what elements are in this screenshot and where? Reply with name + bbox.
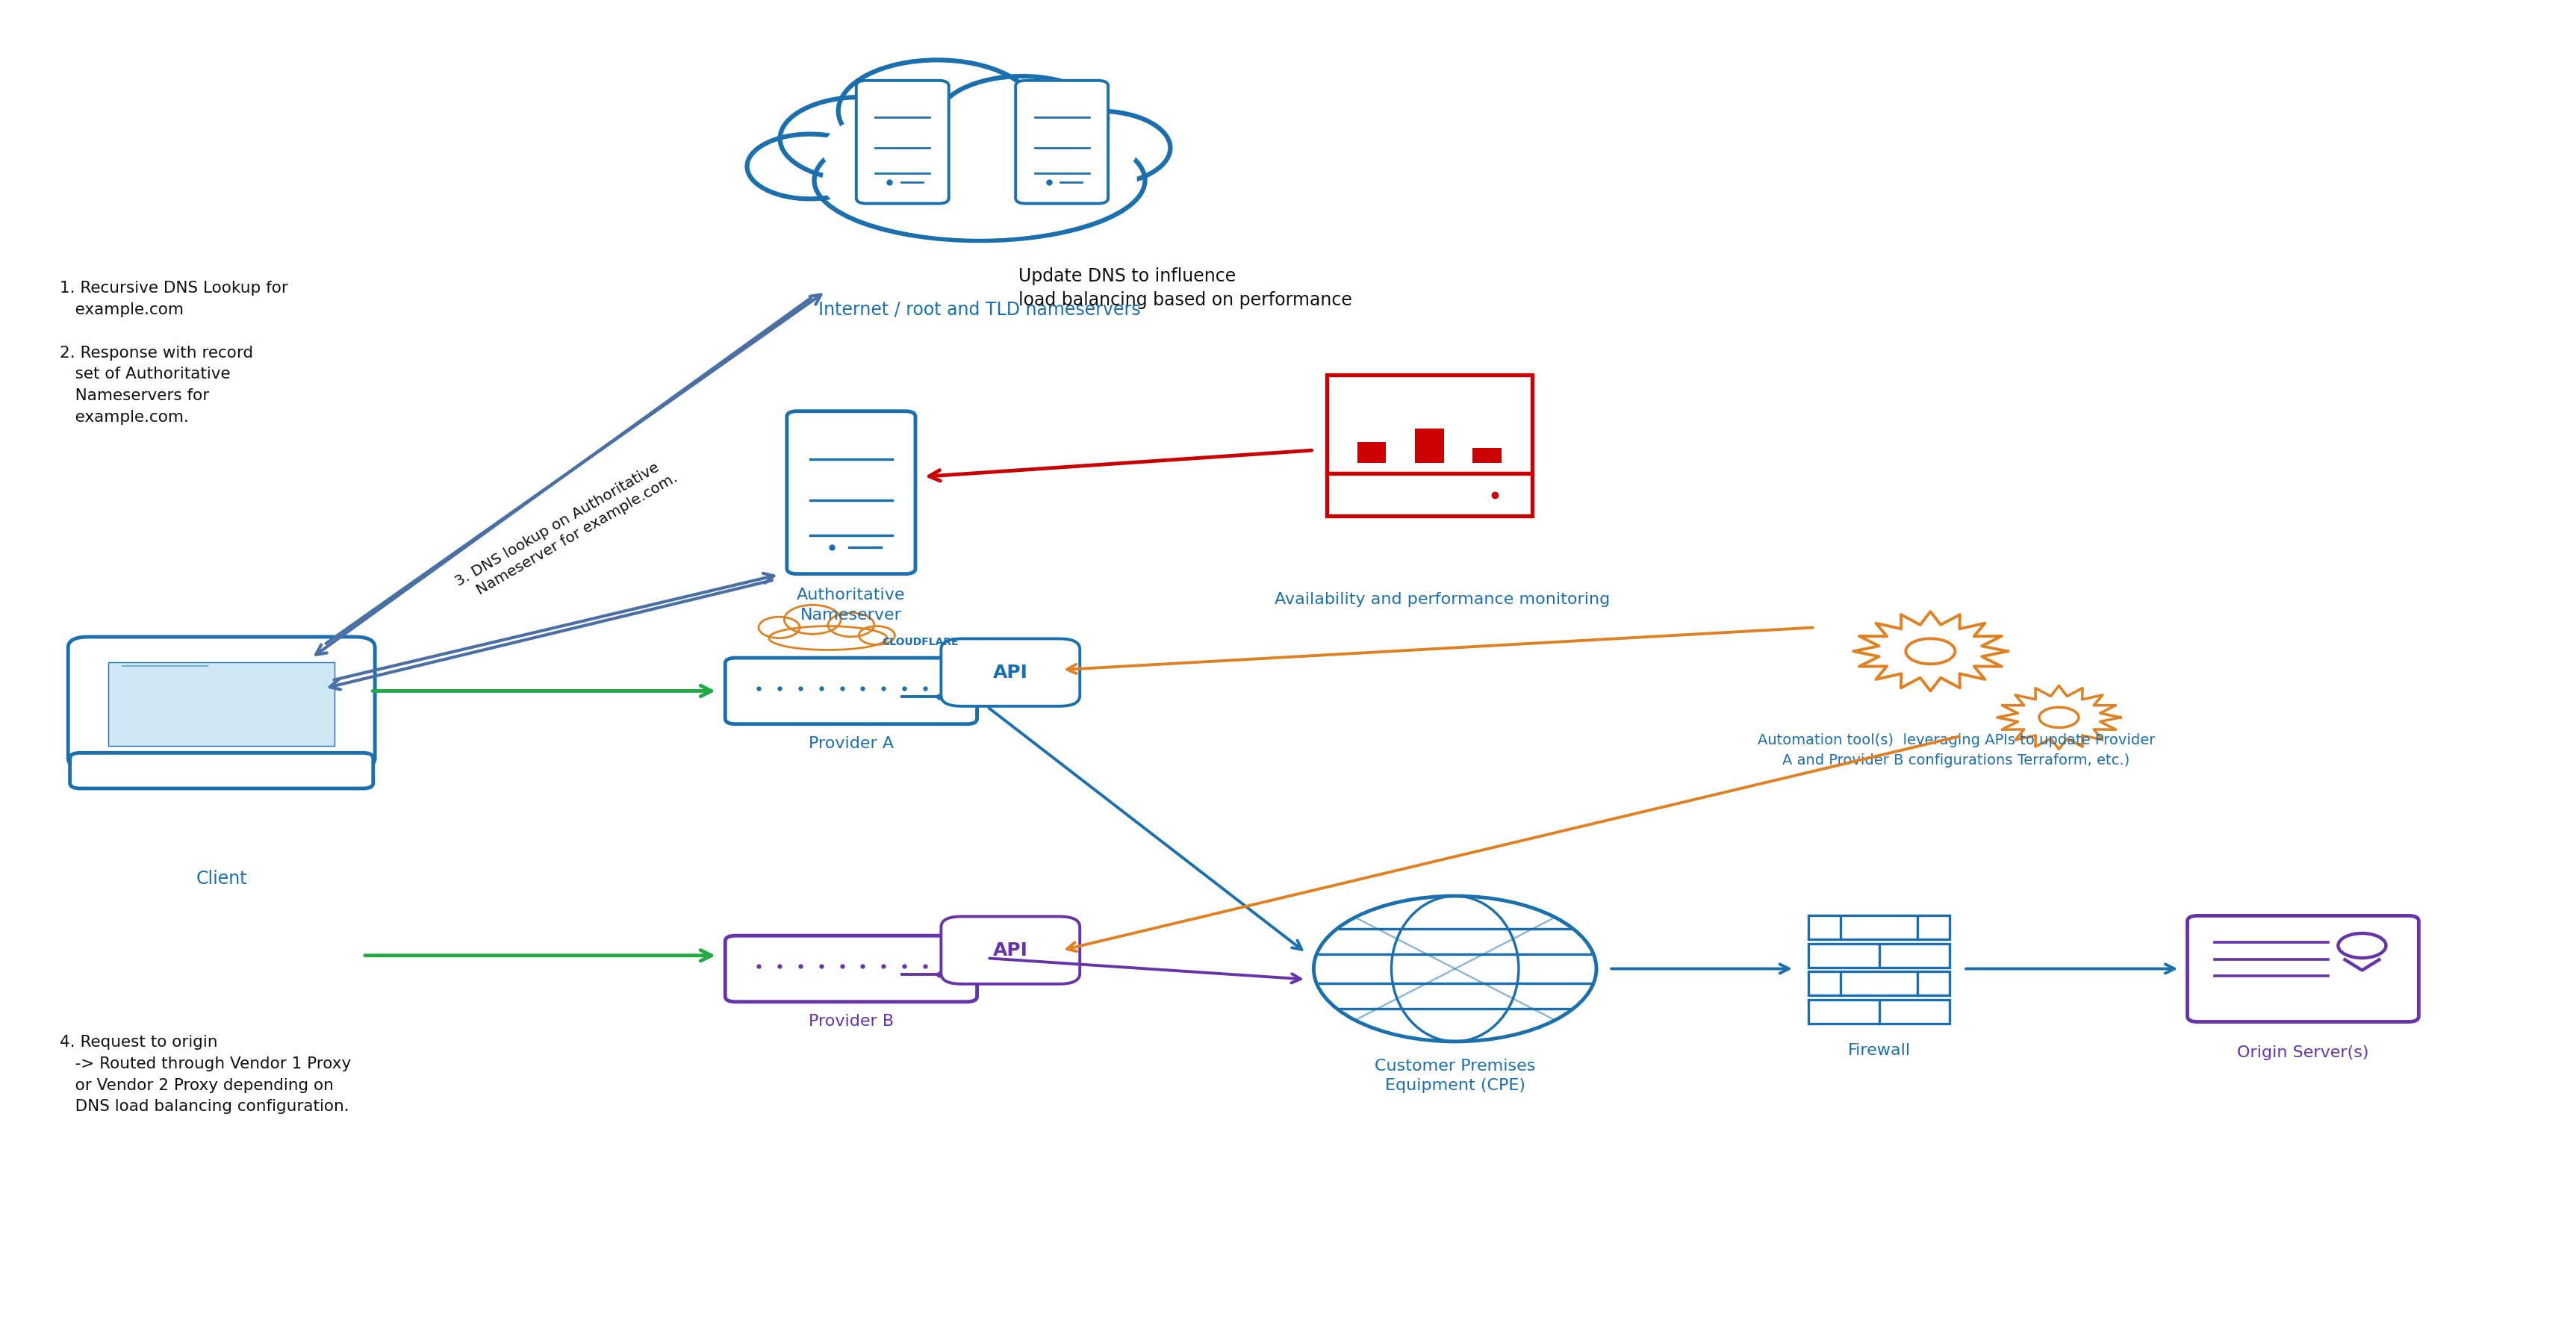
Text: CLOUDFLARE: CLOUDFLARE [881,637,958,647]
Text: API: API [992,663,1028,682]
Circle shape [747,134,873,199]
FancyBboxPatch shape [786,411,914,574]
Ellipse shape [814,120,1144,241]
Text: 1. Recursive DNS Lookup for
   example.com

2. Response with record
   set of Au: 1. Recursive DNS Lookup for example.com … [59,280,289,425]
Circle shape [837,60,1036,162]
FancyBboxPatch shape [1808,971,1950,995]
Text: Customer Premises
Equipment (CPE): Customer Premises Equipment (CPE) [1376,1059,1535,1094]
Text: Authoritative
Nameserver: Authoritative Nameserver [796,587,904,622]
FancyBboxPatch shape [70,752,374,788]
Polygon shape [1852,611,2007,691]
Text: API: API [992,941,1028,960]
Text: Availability and performance monitoring: Availability and performance monitoring [1275,591,1610,606]
FancyBboxPatch shape [1808,944,1950,968]
Text: Origin Server(s): Origin Server(s) [2236,1046,2370,1061]
Circle shape [858,626,894,645]
Circle shape [781,97,943,181]
Ellipse shape [768,626,886,650]
FancyBboxPatch shape [1808,999,1950,1023]
Text: Update DNS to influence
load balancing based on performance: Update DNS to influence load balancing b… [1018,267,1352,310]
Circle shape [938,76,1108,165]
Text: Automation tool(s)  leveraging APIs to update Provider
A and Provider B configur: Automation tool(s) leveraging APIs to up… [1757,734,2156,767]
FancyBboxPatch shape [1414,428,1443,462]
FancyBboxPatch shape [1473,448,1502,462]
Circle shape [1025,110,1170,185]
Text: Firewall: Firewall [1847,1043,1911,1058]
FancyBboxPatch shape [108,663,335,746]
FancyBboxPatch shape [1327,375,1533,473]
FancyBboxPatch shape [940,917,1079,983]
FancyBboxPatch shape [1015,81,1108,203]
Text: Provider B: Provider B [809,1014,894,1029]
FancyBboxPatch shape [726,936,976,1002]
FancyBboxPatch shape [1327,473,1533,516]
Text: Provider A: Provider A [809,736,894,751]
FancyBboxPatch shape [2187,916,2419,1022]
Polygon shape [1996,686,2120,750]
Text: Client: Client [196,869,247,888]
FancyBboxPatch shape [726,658,976,724]
Ellipse shape [822,100,1136,201]
Text: 3. DNS lookup on Authoritative
   Nameserver for example.com.: 3. DNS lookup on Authoritative Nameserve… [453,455,680,605]
FancyBboxPatch shape [940,639,1079,706]
FancyBboxPatch shape [1808,916,1950,940]
FancyBboxPatch shape [1358,443,1386,462]
FancyBboxPatch shape [67,637,376,768]
Text: Internet / root and TLD nameservers: Internet / root and TLD nameservers [819,300,1141,319]
Text: 4. Request to origin
   -> Routed through Vendor 1 Proxy
   or Vendor 2 Proxy de: 4. Request to origin -> Routed through V… [59,1035,350,1114]
FancyBboxPatch shape [855,81,948,203]
Ellipse shape [822,122,1136,238]
Circle shape [827,613,873,637]
Circle shape [757,617,799,638]
Circle shape [783,605,840,634]
